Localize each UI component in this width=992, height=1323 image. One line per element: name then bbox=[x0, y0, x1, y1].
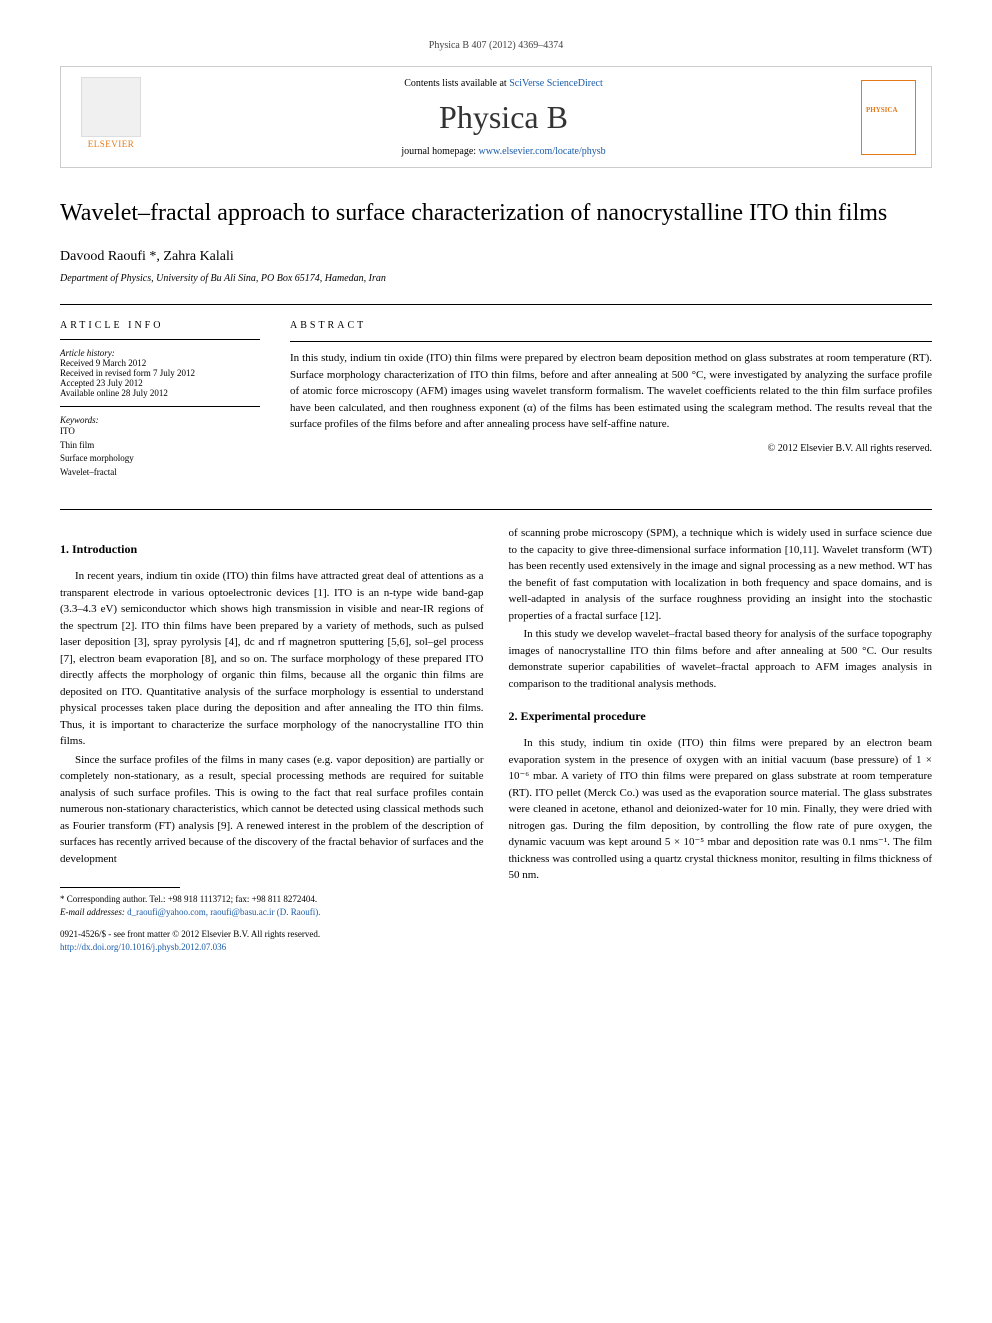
email-links[interactable]: d_raoufi@yahoo.com, raoufi@basu.ac.ir (D… bbox=[127, 907, 320, 917]
journal-header: ELSEVIER Contents lists available at Sci… bbox=[60, 66, 932, 168]
history-label: Article history: bbox=[60, 348, 260, 358]
info-divider bbox=[60, 339, 260, 340]
body-text: 1. Introduction In recent years, indium … bbox=[60, 525, 932, 953]
intro-para: Since the surface profiles of the films … bbox=[60, 752, 484, 868]
authors: Davood Raoufi *, Zahra Kalali bbox=[60, 249, 932, 265]
intro-para: In this study we develop wavelet–fractal… bbox=[509, 626, 933, 692]
doi-link[interactable]: http://dx.doi.org/10.1016/j.physb.2012.0… bbox=[60, 941, 484, 954]
left-column: 1. Introduction In recent years, indium … bbox=[60, 525, 484, 953]
intro-heading: 1. Introduction bbox=[60, 540, 484, 558]
experimental-para: In this study, indium tin oxide (ITO) th… bbox=[509, 735, 933, 884]
keyword: Surface morphology bbox=[60, 452, 260, 466]
sciencedirect-link[interactable]: SciVerse ScienceDirect bbox=[509, 78, 603, 89]
email-label: E-mail addresses: bbox=[60, 907, 125, 917]
abstract-heading: abstract bbox=[290, 320, 932, 331]
article-title: Wavelet–fractal approach to surface char… bbox=[60, 198, 932, 229]
divider bbox=[60, 509, 932, 510]
contents-available: Contents lists available at SciVerse Sci… bbox=[161, 78, 846, 89]
affiliation: Department of Physics, University of Bu … bbox=[60, 273, 932, 284]
received-date: Received 9 March 2012 bbox=[60, 358, 260, 368]
experimental-heading: 2. Experimental procedure bbox=[509, 707, 933, 725]
elsevier-tree-icon bbox=[81, 77, 141, 137]
journal-homepage: journal homepage: www.elsevier.com/locat… bbox=[161, 146, 846, 157]
abstract-divider bbox=[290, 341, 932, 342]
revised-date: Received in revised form 7 July 2012 bbox=[60, 368, 260, 378]
keyword: Wavelet–fractal bbox=[60, 466, 260, 480]
keyword: ITO bbox=[60, 425, 260, 439]
keywords-list: ITO Thin film Surface morphology Wavelet… bbox=[60, 425, 260, 479]
issn-line: 0921-4526/$ - see front matter © 2012 El… bbox=[60, 928, 484, 941]
contents-prefix: Contents lists available at bbox=[404, 78, 509, 89]
online-date: Available online 28 July 2012 bbox=[60, 388, 260, 398]
article-info-heading: article info bbox=[60, 320, 260, 331]
elsevier-logo: ELSEVIER bbox=[76, 77, 146, 157]
info-divider bbox=[60, 406, 260, 407]
journal-cover-thumbnail bbox=[861, 80, 916, 155]
corresponding-author: * Corresponding author. Tel.: +98 918 11… bbox=[60, 893, 484, 906]
email-footnote: E-mail addresses: d_raoufi@yahoo.com, ra… bbox=[60, 906, 484, 919]
divider bbox=[60, 304, 932, 305]
copyright: © 2012 Elsevier B.V. All rights reserved… bbox=[290, 443, 932, 454]
accepted-date: Accepted 23 July 2012 bbox=[60, 378, 260, 388]
abstract-block: abstract In this study, indium tin oxide… bbox=[290, 320, 932, 479]
article-info-block: article info Article history: Received 9… bbox=[60, 320, 260, 479]
right-column: of scanning probe microscopy (SPM), a te… bbox=[509, 525, 933, 953]
abstract-text: In this study, indium tin oxide (ITO) th… bbox=[290, 350, 932, 433]
intro-para: In recent years, indium tin oxide (ITO) … bbox=[60, 568, 484, 750]
homepage-link[interactable]: www.elsevier.com/locate/physb bbox=[479, 146, 606, 157]
homepage-prefix: journal homepage: bbox=[401, 146, 478, 157]
journal-title: Physica B bbox=[161, 99, 846, 136]
intro-para-cont: of scanning probe microscopy (SPM), a te… bbox=[509, 525, 933, 624]
keyword: Thin film bbox=[60, 439, 260, 453]
publication-info: 0921-4526/$ - see front matter © 2012 El… bbox=[60, 928, 484, 953]
running-head: Physica B 407 (2012) 4369–4374 bbox=[60, 40, 932, 51]
footnote-separator bbox=[60, 887, 180, 888]
publisher-name: ELSEVIER bbox=[88, 139, 135, 149]
keywords-label: Keywords: bbox=[60, 415, 260, 425]
